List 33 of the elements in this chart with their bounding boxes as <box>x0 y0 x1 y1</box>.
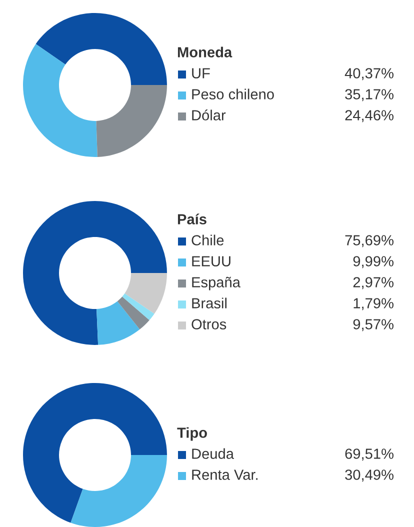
data-label: 69,51% <box>345 448 394 461</box>
legend-label: Deuda <box>192 448 234 459</box>
donut-slice <box>117 296 150 330</box>
donut-slice <box>23 201 167 345</box>
data-label: 75,69% <box>345 235 394 248</box>
legend-label: EEUU <box>192 256 230 266</box>
donut-slice <box>23 383 167 523</box>
legend-label: Renta Var. <box>192 470 258 480</box>
donut-slice <box>96 85 167 157</box>
donut-slice <box>122 293 154 320</box>
data-label: 1,79% <box>354 298 394 310</box>
legend-label: España <box>192 276 240 290</box>
legend-label: Chile <box>192 234 224 246</box>
legend-label: Brasil <box>192 298 226 308</box>
legend-label: Peso chileno <box>192 88 274 100</box>
donut-slice <box>124 273 167 314</box>
data-label: 24,46% <box>345 110 394 122</box>
legend-label: Dólar <box>192 110 226 120</box>
data-label: 40,37% <box>344 68 394 80</box>
legend-title: País <box>178 214 206 224</box>
data-label: 9,57% <box>353 319 394 332</box>
donut-slice <box>36 13 167 85</box>
donut-slice <box>23 44 98 157</box>
legend-label: Otros <box>192 319 226 330</box>
donut-slice <box>96 301 140 345</box>
data-label: 9,99% <box>353 256 394 268</box>
data-label: 2,97% <box>353 277 394 290</box>
legend-title: Tipo <box>177 427 207 441</box>
data-label: 35,17% <box>345 89 394 102</box>
legend-label: UF <box>192 68 210 78</box>
legend-title: Moneda <box>178 46 232 58</box>
donut-slice <box>70 455 167 527</box>
data-label: 30,49% <box>345 470 394 482</box>
